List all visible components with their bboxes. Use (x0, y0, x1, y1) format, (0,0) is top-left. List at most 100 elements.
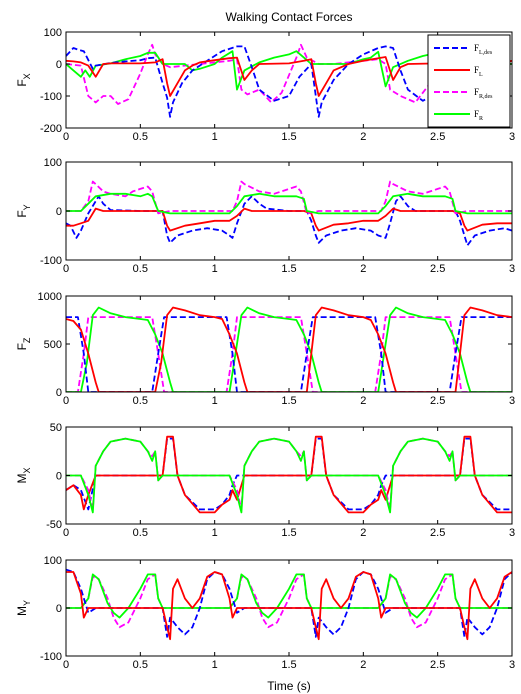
x-tick-label: 3 (509, 527, 515, 539)
x-tick-label: 3 (509, 659, 515, 671)
x-tick-label: 2.5 (430, 659, 445, 671)
series-group-fz (66, 306, 512, 392)
y-axis-label-sub: X (22, 73, 32, 79)
series-line-my-r (66, 573, 512, 619)
series-line-fy-r-des (66, 180, 512, 215)
legend-label-sub: L,des (479, 50, 493, 56)
series-line-my-r-des (66, 573, 512, 629)
x-tick-label: 2.5 (430, 527, 445, 539)
y-axis-label-sub: Y (22, 204, 32, 210)
x-tick-label: 2.5 (430, 263, 445, 275)
x-tick-label: 1.5 (281, 263, 296, 275)
y-axis-label-sub: Z (22, 337, 32, 343)
legend-label-3: FR (474, 109, 483, 122)
legend-label-main: F (474, 87, 479, 97)
x-tick-label: 0.5 (133, 659, 148, 671)
y-axis-label-main: M (15, 606, 29, 616)
y-tick-label: -200 (40, 123, 62, 135)
y-axis-label-fz: FZ (15, 337, 32, 350)
y-axis-label-main: F (15, 210, 29, 217)
x-tick-label: 2.5 (430, 395, 445, 407)
series-line-mx-r (66, 437, 512, 514)
x-tick-label: 1 (212, 131, 218, 143)
y-tick-label: -100 (40, 91, 62, 103)
x-tick-label: 2 (360, 131, 366, 143)
series-line-fy-r (66, 192, 512, 215)
x-tick-label: 3 (509, 131, 515, 143)
x-tick-label: 0.5 (133, 395, 148, 407)
x-tick-label: 0 (63, 131, 69, 143)
legend-label-sub: R (479, 116, 483, 122)
x-tick-label: 0.5 (133, 527, 148, 539)
series-group-fy (66, 180, 512, 247)
x-tick-label: 1 (212, 395, 218, 407)
x-tick-label: 1.5 (281, 527, 296, 539)
y-tick-label: 0 (56, 206, 62, 218)
x-tick-label: 1.5 (281, 659, 296, 671)
y-axis-label-my: MY (15, 600, 32, 616)
x-tick-label: 0.5 (133, 263, 148, 275)
series-line-my-l-des (66, 568, 512, 638)
y-tick-label: 0 (56, 603, 62, 615)
series-line-fz-r (66, 306, 512, 392)
y-tick-label: 0 (56, 59, 62, 71)
x-tick-label: 1.5 (281, 131, 296, 143)
x-tick-label: 1 (212, 527, 218, 539)
x-tick-label: 0.5 (133, 131, 148, 143)
x-tick-label: 0 (63, 395, 69, 407)
plot-area-fz (66, 296, 512, 392)
y-axis-label-fx: FX (15, 73, 32, 86)
y-tick-label: 0 (56, 387, 62, 399)
x-tick-label: 1 (212, 659, 218, 671)
y-axis-label-main: F (15, 343, 29, 350)
y-tick-label: -100 (40, 651, 62, 663)
x-tick-label: 3 (509, 395, 515, 407)
x-tick-label: 2 (360, 395, 366, 407)
y-tick-label: 100 (44, 27, 62, 39)
series-line-fx-r-des (66, 43, 512, 105)
x-axis-label: Time (s) (267, 679, 311, 693)
x-tick-label: 1.5 (281, 395, 296, 407)
y-axis-label-sub: X (22, 467, 32, 473)
series-line-fz-r-des (66, 316, 512, 392)
y-axis-label-fy: FY (15, 204, 32, 217)
legend-box (427, 34, 511, 128)
x-tick-label: 0 (63, 527, 69, 539)
x-tick-label: 2.5 (430, 131, 445, 143)
y-axis-label-main: F (15, 79, 29, 86)
legend-label-2: FR,des (474, 87, 493, 100)
x-tick-label: 0 (63, 263, 69, 275)
y-tick-label: 500 (44, 339, 62, 351)
y-axis-label-sub: Y (22, 600, 32, 606)
series-line-fy-l (66, 207, 512, 232)
legend-label-main: F (474, 65, 479, 75)
y-axis-label-mx: MX (15, 467, 32, 483)
x-tick-label: 1 (212, 263, 218, 275)
legend-label-0: FL,des (474, 43, 493, 56)
y-tick-label: 100 (44, 157, 62, 169)
x-tick-label: 2 (360, 527, 366, 539)
legend-label-main: F (474, 109, 479, 119)
y-tick-label: 50 (50, 422, 62, 434)
legend-label-sub: R,des (479, 94, 493, 100)
y-tick-label: -50 (46, 519, 62, 531)
legend-label-sub: L (479, 72, 483, 78)
x-tick-label: 0 (63, 659, 69, 671)
series-group-mx (66, 435, 512, 514)
y-tick-label: -100 (40, 255, 62, 267)
x-tick-label: 3 (509, 263, 515, 275)
y-tick-label: 1000 (38, 291, 62, 303)
subplot-fz: 0 0.5 1 1.5 2 2.5 3 0 500 1000 FZ (15, 291, 515, 407)
legend-label-main: F (474, 43, 479, 53)
series-line-my-l (66, 571, 512, 641)
legend-label-1: FL (474, 65, 483, 78)
y-axis-label-main: M (15, 474, 29, 484)
x-tick-label: 2 (360, 263, 366, 275)
y-tick-label: 100 (44, 555, 62, 567)
series-group-my (66, 568, 512, 641)
y-tick-label: 0 (56, 471, 62, 483)
